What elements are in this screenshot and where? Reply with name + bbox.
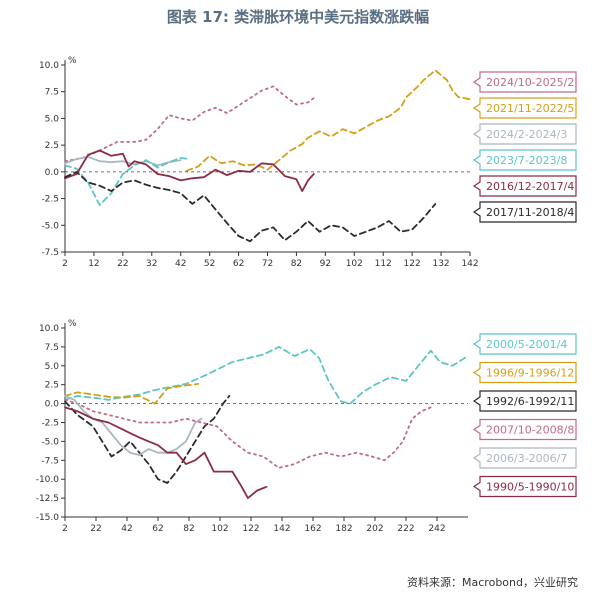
y-tick-label: -12.5 — [36, 494, 59, 504]
source-note: 资料来源：Macrobond，兴业研究 — [407, 576, 578, 589]
x-tick-label: 72 — [262, 259, 273, 269]
x-tick-label: 22 — [117, 259, 128, 269]
x-tick-label: 62 — [152, 524, 163, 534]
legend-box — [472, 361, 577, 384]
series-line — [64, 85, 315, 163]
y-tick-label: 0.0 — [45, 168, 60, 178]
legend-box — [472, 475, 577, 498]
y-tick-label: -5.0 — [41, 221, 59, 231]
y-tick-label: -7.5 — [41, 248, 59, 258]
x-tick-label: 42 — [175, 259, 186, 269]
series-line — [64, 346, 469, 405]
unit-label: % — [68, 319, 77, 329]
series-line — [64, 383, 200, 405]
legend-box — [472, 149, 577, 171]
x-tick-label: 82 — [291, 259, 302, 269]
legend-label: 1990/5-1990/10 — [486, 481, 574, 494]
legend-box — [472, 447, 577, 469]
page-title: 图表 17: 类滞胀环境中美元指数涨跌幅 — [166, 8, 430, 26]
series-line — [64, 398, 432, 469]
y-tick-label: 7.5 — [45, 88, 59, 98]
y-tick-label: -10.0 — [36, 475, 60, 485]
y-tick-label: -5.0 — [41, 437, 59, 447]
x-tick-label: 12 — [88, 259, 99, 269]
x-tick-label: 52 — [204, 259, 215, 269]
y-tick-label: 10.0 — [39, 61, 59, 71]
series-line — [64, 406, 268, 499]
x-tick-label: 2 — [62, 259, 68, 269]
legend-label: 2017/11-2018/4 — [486, 206, 574, 219]
x-tick-label: 62 — [233, 259, 244, 269]
x-tick-label: 182 — [335, 524, 352, 534]
x-tick-label: 102 — [346, 259, 363, 269]
legend-box — [472, 418, 577, 441]
x-tick-label: 22 — [90, 524, 101, 534]
legend-label: 2021/11-2022/5 — [486, 102, 574, 115]
x-tick-label: 122 — [404, 259, 421, 269]
x-tick-label: 222 — [397, 524, 414, 534]
y-tick-label: 7.5 — [45, 343, 59, 353]
series-line — [64, 149, 315, 192]
chart-top: % -7.5 -5.0 -2.5 0.0 2.5 5.0 7.5 10.0 2 12 22 32 42 52… — [39, 56, 577, 269]
x-tick-label: 142 — [273, 524, 290, 534]
legend-label: 1996/9-1996/12 — [486, 367, 574, 380]
x-tick-label: 132 — [432, 259, 449, 269]
x-tick-label: 32 — [146, 259, 157, 269]
legend-label: 2000/5-2001/4 — [486, 338, 567, 351]
y-tick-label: -7.5 — [41, 456, 59, 466]
x-tick-label: 112 — [375, 259, 392, 269]
series-line — [64, 395, 231, 484]
legend-box — [472, 123, 577, 145]
y-tick-label: -2.5 — [41, 419, 59, 429]
x-tick-label: 162 — [304, 524, 321, 534]
legend-label: 2006/3-2006/7 — [486, 452, 567, 465]
legend-label: 2024/2-2024/3 — [486, 128, 567, 141]
series-line — [64, 171, 437, 243]
y-tick-label: 5.0 — [45, 362, 60, 372]
legend-label: 2007/10-2008/8 — [486, 424, 574, 437]
x-tick-label: 92 — [320, 259, 331, 269]
x-tick-label: 142 — [461, 259, 478, 269]
series-line — [64, 157, 191, 206]
legend-label: 2016/12-2017/4 — [486, 180, 574, 193]
legend-label: 1992/6-1992/11 — [486, 395, 574, 408]
unit-label: % — [68, 56, 77, 66]
y-tick-label: 0.0 — [45, 400, 60, 410]
y-tick-label: 10.0 — [39, 324, 59, 334]
legend-box — [472, 333, 577, 355]
x-tick-label: 102 — [211, 524, 228, 534]
x-tick-label: 2 — [62, 524, 68, 534]
series-line — [64, 395, 203, 456]
series-line — [185, 69, 471, 172]
x-tick-label: 42 — [121, 524, 132, 534]
chart-bottom: % -15.0 -12.5 -10.0 -7.5 -5.0 -2.5 0.0 2.5 5.0 7.5… — [36, 319, 577, 534]
x-tick-label: 82 — [183, 524, 194, 534]
legend-label: 2024/10-2025/2 — [486, 76, 574, 89]
legend-box — [472, 201, 577, 223]
legend-box — [472, 97, 577, 119]
legend-box — [472, 390, 577, 412]
series-line — [64, 156, 182, 167]
legend-box — [472, 175, 577, 197]
legend-box — [472, 71, 577, 93]
x-tick-label: 122 — [242, 524, 259, 534]
x-tick-label: 202 — [366, 524, 383, 534]
y-tick-label: 2.5 — [45, 381, 59, 391]
y-tick-label: -2.5 — [41, 195, 59, 205]
y-tick-label: 2.5 — [45, 141, 59, 151]
y-tick-label: -15.0 — [36, 513, 60, 523]
legend-label: 2023/7-2023/8 — [486, 154, 567, 167]
y-tick-label: 5.0 — [45, 114, 60, 124]
x-tick-label: 242 — [428, 524, 445, 534]
